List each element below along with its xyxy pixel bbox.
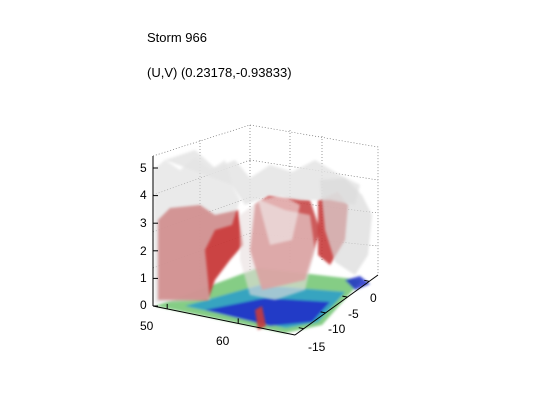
envelope-center bbox=[240, 200, 315, 300]
envelope-highlight bbox=[258, 195, 300, 245]
chart-title: Storm 966 bbox=[147, 30, 207, 45]
grid-line bbox=[249, 159, 379, 181]
x-tick-label: 60 bbox=[216, 334, 230, 348]
z-tick-label: 2 bbox=[140, 244, 147, 258]
y-tick-label: -15 bbox=[308, 340, 326, 354]
floor-high-band bbox=[205, 298, 330, 326]
right-back-wall bbox=[249, 124, 379, 275]
outer-isosurface bbox=[153, 150, 372, 303]
z-tick-label: 0 bbox=[140, 298, 147, 312]
tick-mark bbox=[342, 295, 348, 298]
x-tick-labels: 50 60 bbox=[140, 319, 230, 348]
z-tick-label: 4 bbox=[140, 188, 147, 202]
core-floor-blob bbox=[255, 306, 266, 330]
envelope-left bbox=[153, 158, 240, 303]
x-axis-line bbox=[152, 305, 296, 336]
tick-mark bbox=[364, 279, 370, 282]
tick-marks bbox=[153, 167, 370, 330]
y-tick-label: 0 bbox=[370, 291, 377, 305]
tick-mark bbox=[298, 327, 304, 330]
z-tick-labels: 0 1 2 3 4 5 bbox=[140, 161, 147, 312]
tick-mark bbox=[320, 311, 326, 314]
z-tick-label: 5 bbox=[140, 161, 147, 175]
floor-high-band bbox=[345, 276, 370, 290]
envelope-top bbox=[165, 150, 360, 205]
z-tick-label: 3 bbox=[140, 216, 147, 230]
envelope-right bbox=[320, 178, 372, 275]
y-tick-label: -5 bbox=[348, 307, 359, 321]
z-tick-label: 1 bbox=[140, 271, 147, 285]
axes bbox=[152, 156, 379, 336]
y-axis-line bbox=[294, 274, 379, 336]
y-tick-labels: 0 -5 -10 -15 bbox=[308, 291, 377, 354]
chart-subtitle: (U,V) (0.23178,-0.93833) bbox=[147, 65, 292, 80]
y-tick-label: -10 bbox=[328, 322, 346, 336]
floor-field bbox=[155, 268, 370, 333]
x-tick-label: 50 bbox=[140, 319, 154, 333]
